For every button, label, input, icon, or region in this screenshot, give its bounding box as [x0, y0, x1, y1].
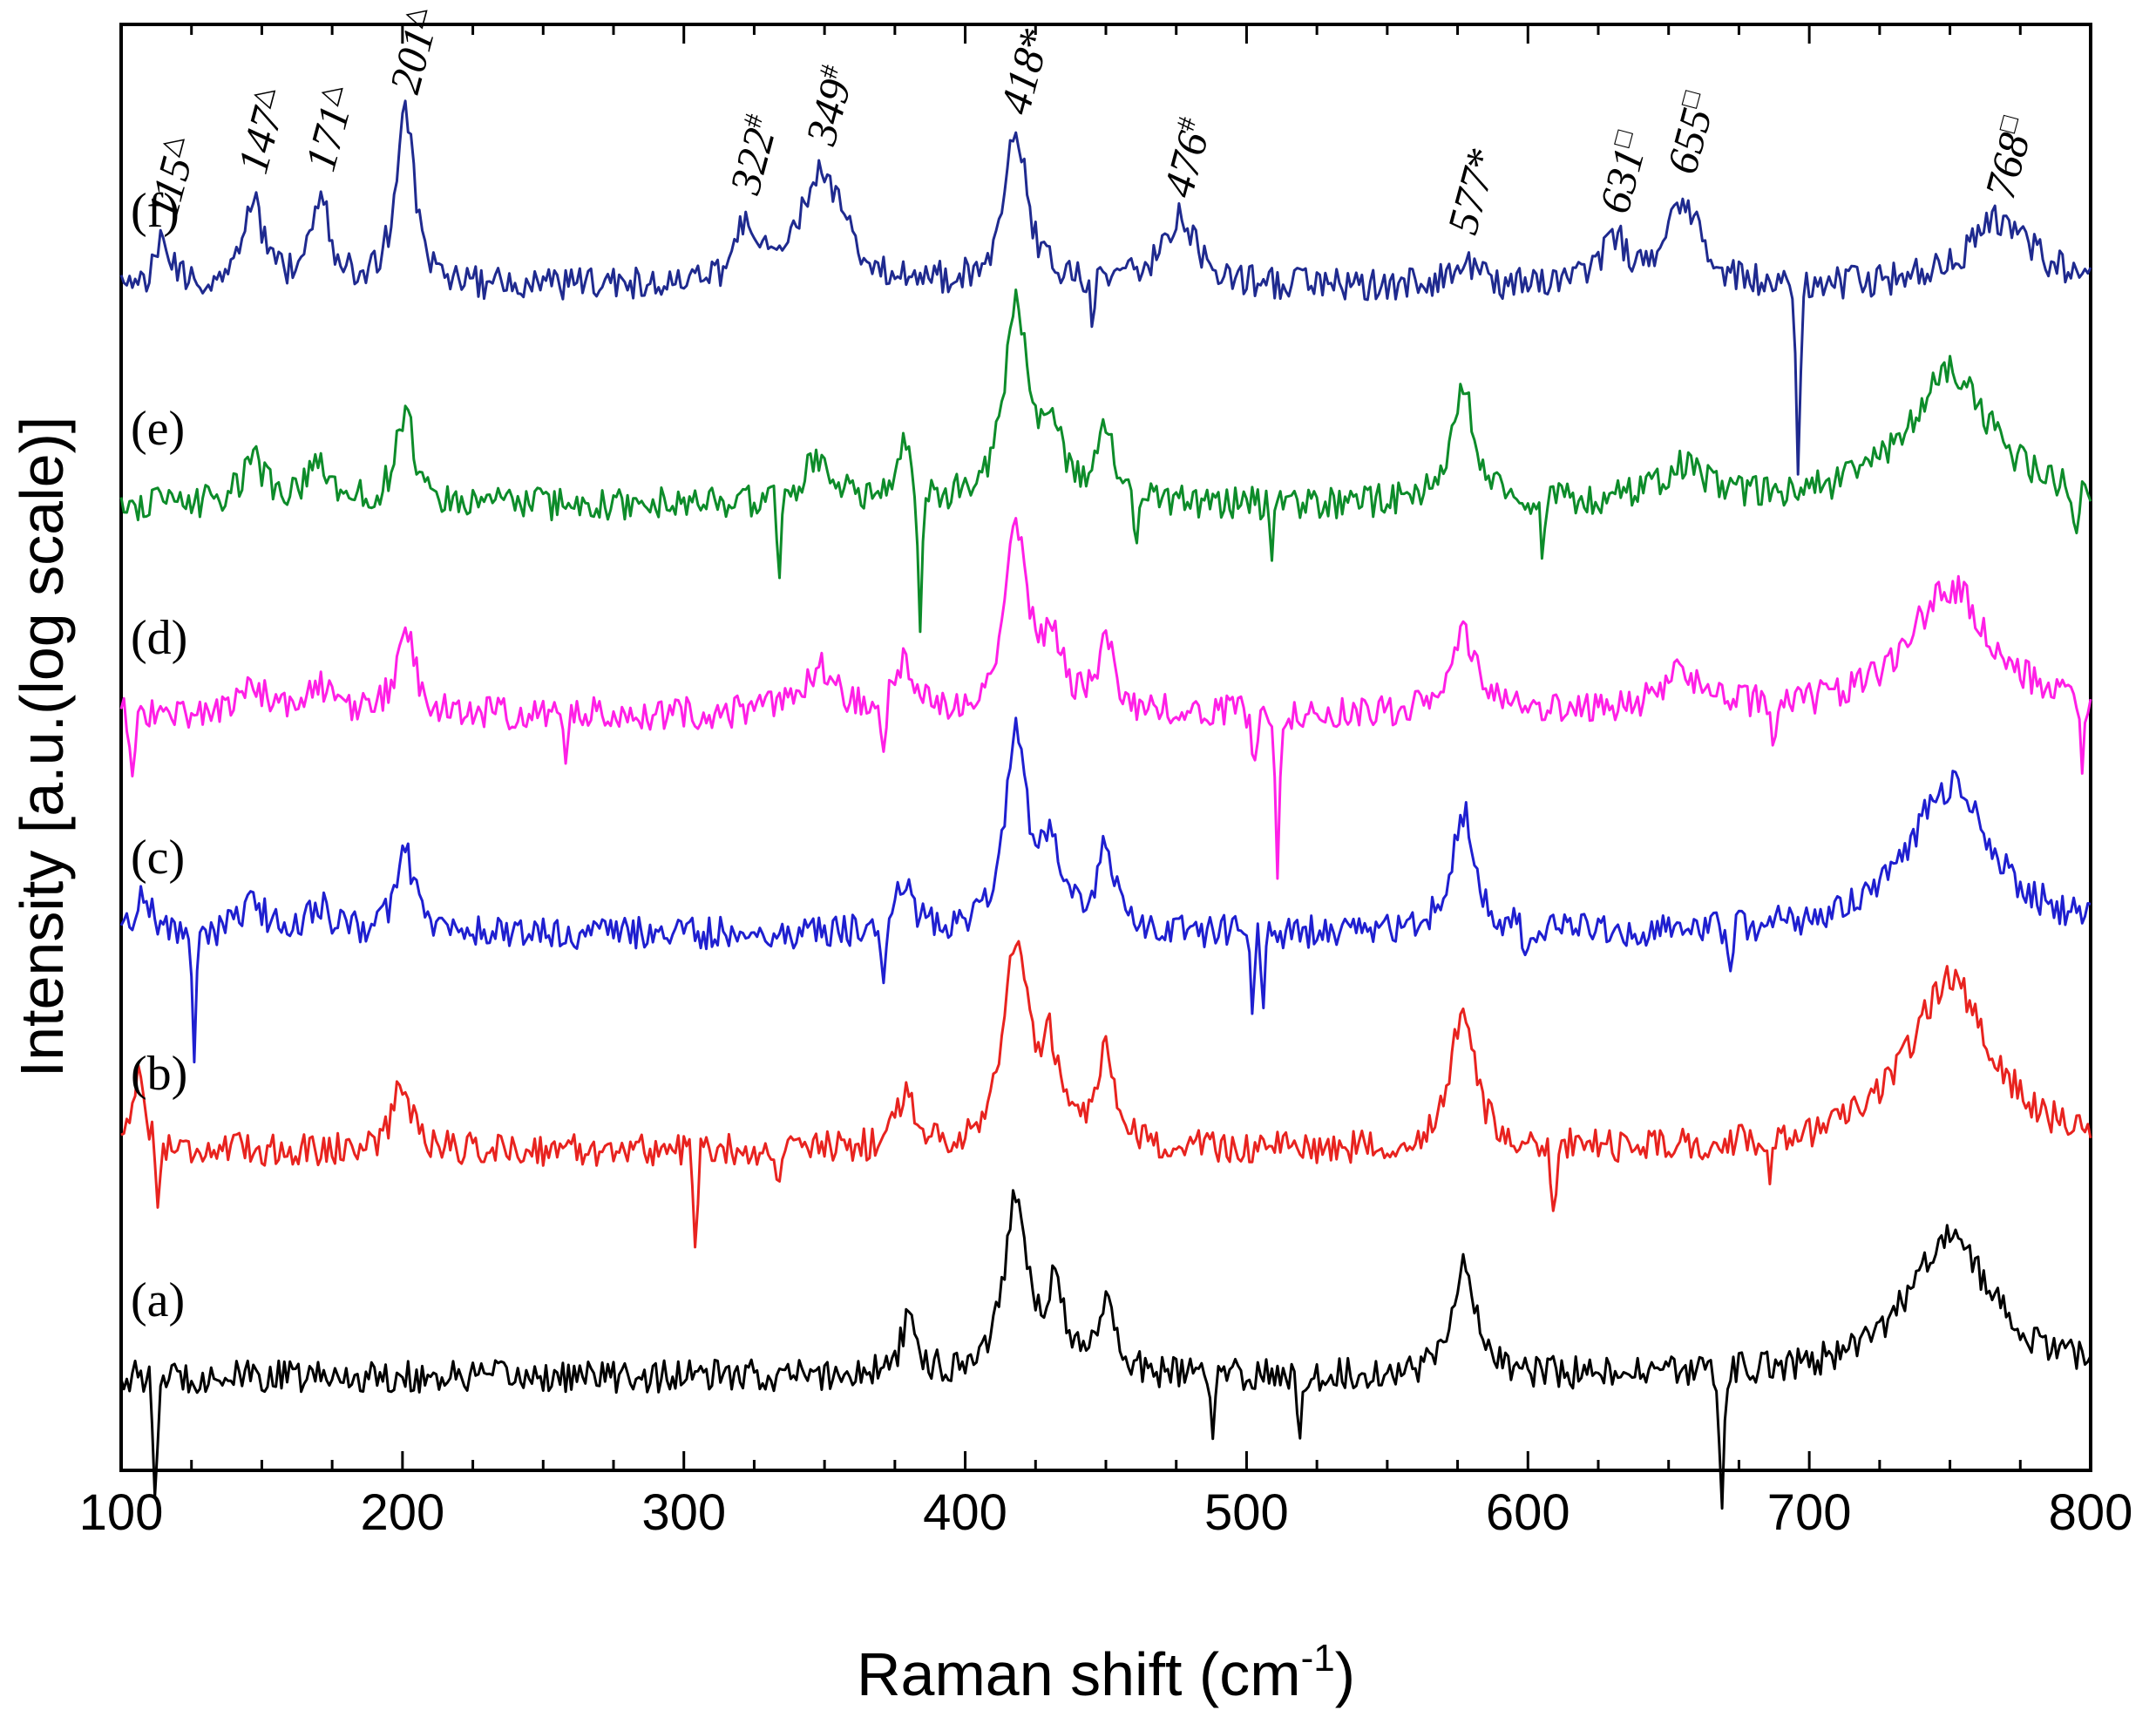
- peak-annotation-147: 147△: [227, 84, 296, 179]
- series-label-d: (d): [131, 611, 187, 665]
- peak-annotation-577: 577*: [1438, 142, 1508, 239]
- peak-annotation-171: 171△: [295, 81, 364, 176]
- spectrum-line-c: [119, 716, 2092, 1064]
- series-label-c: (c): [131, 831, 185, 885]
- x-tick-label: 600: [1486, 1484, 1570, 1541]
- y-axis-title: Intensity [a.u.(log scale)]: [8, 417, 76, 1078]
- peak-annotations: 115△ 147△171△ 201△ 322# 349# 418* 476# 577* 631□…: [138, 3, 2043, 240]
- spectrum-line-e: [119, 288, 2092, 634]
- peak-annotation-655: 655□: [1657, 87, 1725, 179]
- peak-annotation-115: 115△: [138, 132, 207, 224]
- x-tick-label: 100: [79, 1484, 164, 1541]
- peak-annotation-768: 768□: [1975, 112, 2043, 203]
- spectrum-line-d: [119, 517, 2092, 880]
- series-label-b: (b): [131, 1047, 187, 1101]
- x-tick-label: 500: [1204, 1484, 1289, 1541]
- plot-frame: [119, 23, 2092, 1472]
- x-axis-title: Raman shift (cm-1): [857, 1637, 1355, 1708]
- series-label-a: (a): [131, 1273, 185, 1327]
- x-tick-label: 800: [2049, 1484, 2133, 1541]
- spectrum-line-f: [119, 99, 2092, 476]
- x-axis-ticks: 100 200 300 400 500 600 700 800: [79, 24, 2133, 1541]
- x-tick-label: 400: [923, 1484, 1007, 1541]
- peak-annotation-322: 322#: [720, 111, 788, 200]
- series-group: (a) (b) (c) (d) (e) (f): [119, 99, 2092, 1510]
- peak-annotation-631: 631□: [1590, 126, 1658, 218]
- series-label-f: (f): [131, 184, 180, 238]
- peak-annotation-418: 418*: [990, 23, 1060, 119]
- peak-annotation-349: 349#: [796, 61, 864, 150]
- peak-annotation-201: 201△: [380, 3, 449, 98]
- x-axis-title-suffix: ): [1335, 1640, 1355, 1708]
- x-tick-label: 700: [1767, 1484, 1852, 1541]
- x-axis-title-superscript: -1: [1301, 1637, 1335, 1680]
- x-tick-label: 200: [360, 1484, 444, 1541]
- spectrum-line-a: [119, 1189, 2092, 1510]
- series-label-e: (e): [131, 402, 185, 456]
- peak-annotation-476: 476#: [1153, 113, 1220, 201]
- spectrum-line-b: [120, 940, 2092, 1249]
- x-tick-label: 300: [641, 1484, 726, 1541]
